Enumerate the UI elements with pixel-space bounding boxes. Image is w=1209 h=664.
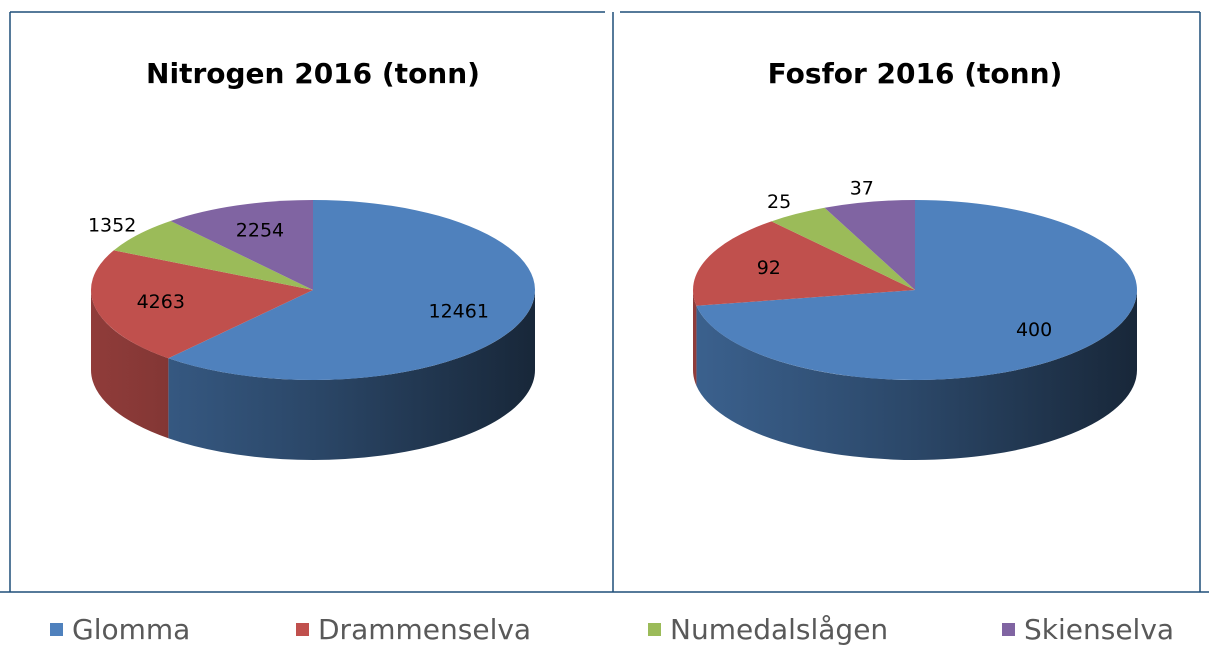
- legend-swatch: [1002, 623, 1015, 636]
- pie-slice: [771, 207, 915, 290]
- legend-swatch: [50, 623, 63, 636]
- pie-slice: [696, 200, 1137, 380]
- legend-label: Drammenselva: [318, 613, 531, 646]
- data-label: 400: [1016, 319, 1052, 341]
- legend-label: Numedalslågen: [670, 613, 888, 646]
- slice-side: [90, 290, 169, 439]
- data-label: 25: [767, 191, 791, 213]
- data-label: 2254: [236, 219, 284, 241]
- data-label: 37: [850, 177, 874, 199]
- slice-side: [693, 290, 697, 386]
- legend: Glomma Drammenselva Numedalslågen Skienselv…: [50, 613, 1174, 646]
- pie-slice: [90, 250, 313, 359]
- pie-slice: [693, 221, 915, 306]
- charts: Nitrogen 2016 (tonn) 12461 4263 1352 2254 Fos…: [88, 57, 1137, 460]
- slice-side: [696, 290, 1137, 460]
- data-label: 4263: [137, 291, 185, 313]
- pie-slice: [113, 220, 313, 290]
- data-label: 12461: [428, 300, 488, 322]
- pie-chart: Nitrogen 2016 (tonn) 12461 4263 1352 2254: [88, 57, 535, 460]
- data-label: 92: [757, 257, 781, 279]
- legend-label: Skienselva: [1024, 613, 1174, 646]
- legend-label: Glomma: [72, 613, 190, 646]
- data-label: 1352: [88, 215, 136, 237]
- chart-title: Nitrogen 2016 (tonn): [146, 57, 480, 90]
- legend-swatch: [296, 623, 309, 636]
- pie-slice: [824, 200, 915, 290]
- pie-slice: [170, 200, 313, 290]
- pie-slice: [168, 200, 535, 380]
- slice-side: [168, 290, 535, 460]
- legend-swatch: [648, 623, 661, 636]
- chart-title: Fosfor 2016 (tonn): [768, 57, 1063, 90]
- pie-chart: Fosfor 2016 (tonn) 400 92 25 37: [693, 57, 1137, 460]
